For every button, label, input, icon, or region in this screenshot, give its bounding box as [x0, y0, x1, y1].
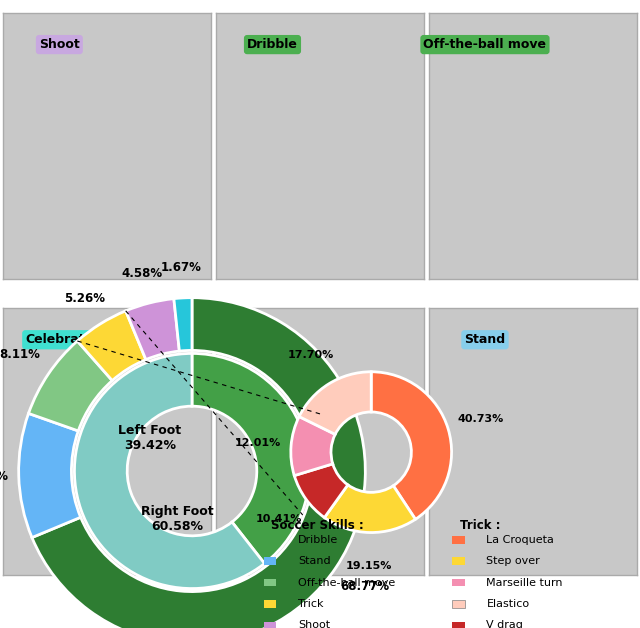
Text: Stand: Stand [465, 333, 506, 346]
Wedge shape [74, 354, 264, 588]
FancyBboxPatch shape [452, 622, 465, 628]
FancyBboxPatch shape [264, 558, 276, 565]
Text: Dribble: Dribble [298, 535, 339, 545]
Text: 4.58%: 4.58% [122, 268, 163, 280]
Text: Trick :: Trick : [460, 519, 500, 532]
Wedge shape [174, 298, 192, 351]
FancyBboxPatch shape [452, 536, 465, 544]
FancyBboxPatch shape [264, 600, 276, 608]
Wedge shape [299, 372, 371, 435]
FancyBboxPatch shape [452, 558, 465, 565]
Text: Step over: Step over [486, 556, 540, 566]
Text: 5.26%: 5.26% [64, 292, 105, 305]
Wedge shape [294, 464, 348, 517]
Text: 11.67%: 11.67% [0, 470, 8, 484]
Text: 8.11%: 8.11% [0, 348, 40, 361]
Text: 19.15%: 19.15% [346, 561, 392, 571]
Text: 17.70%: 17.70% [288, 350, 334, 360]
Wedge shape [371, 372, 452, 519]
Text: 12.01%: 12.01% [234, 438, 280, 448]
Wedge shape [19, 413, 81, 538]
Text: Stand: Stand [298, 556, 331, 566]
FancyBboxPatch shape [264, 579, 276, 587]
FancyBboxPatch shape [264, 536, 276, 544]
Text: Soccer Skills :: Soccer Skills : [271, 519, 364, 532]
Text: Marseille turn: Marseille turn [486, 578, 563, 588]
Wedge shape [32, 298, 365, 628]
Text: 10.41%: 10.41% [255, 514, 301, 524]
Text: Celebrate: Celebrate [26, 333, 93, 346]
Wedge shape [324, 485, 415, 533]
FancyBboxPatch shape [452, 579, 465, 587]
Text: Dribble: Dribble [247, 38, 298, 51]
Wedge shape [125, 299, 179, 360]
FancyBboxPatch shape [452, 600, 465, 608]
Text: 40.73%: 40.73% [458, 414, 504, 425]
Text: V drag: V drag [486, 620, 524, 628]
Text: Trick: Trick [298, 599, 324, 609]
Text: Right Foot
60.58%: Right Foot 60.58% [141, 506, 213, 533]
Wedge shape [192, 354, 310, 563]
Text: 68.77%: 68.77% [340, 580, 390, 593]
Text: Off-the-ball move: Off-the-ball move [298, 578, 396, 588]
Wedge shape [29, 341, 112, 431]
Text: Trick: Trick [256, 333, 289, 346]
Text: Elastico: Elastico [486, 599, 529, 609]
Wedge shape [77, 311, 146, 381]
Text: Shoot: Shoot [39, 38, 80, 51]
Wedge shape [291, 416, 335, 475]
FancyBboxPatch shape [264, 622, 276, 628]
Text: 1.67%: 1.67% [161, 261, 202, 274]
Text: Off-the-ball move: Off-the-ball move [424, 38, 547, 51]
Text: Left Foot
39.42%: Left Foot 39.42% [118, 424, 181, 452]
Text: Shoot: Shoot [298, 620, 330, 628]
Text: La Croqueta: La Croqueta [486, 535, 554, 545]
